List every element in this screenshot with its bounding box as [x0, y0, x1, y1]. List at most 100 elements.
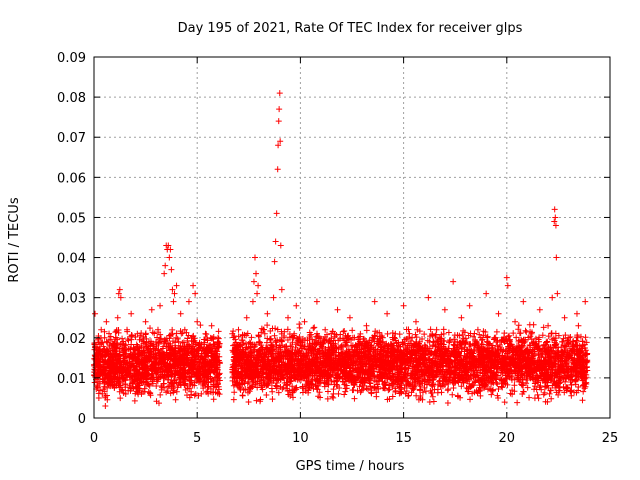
roti-point	[157, 391, 164, 398]
roti-point	[166, 367, 173, 374]
roti-point	[178, 357, 185, 364]
roti-point	[129, 332, 136, 339]
roti-point	[130, 362, 137, 369]
roti-point	[157, 359, 164, 366]
roti-point	[147, 325, 154, 332]
roti-point	[167, 350, 174, 357]
roti-point	[202, 350, 209, 357]
roti-point	[195, 368, 202, 375]
roti-point	[155, 360, 162, 367]
roti-point	[165, 373, 172, 380]
roti-point	[151, 367, 158, 374]
roti-point	[102, 352, 109, 359]
roti-point	[215, 357, 222, 364]
roti-point	[146, 356, 153, 363]
roti-point	[172, 363, 179, 370]
roti-point	[106, 356, 113, 363]
roti-point	[122, 380, 129, 387]
roti-point	[191, 353, 198, 360]
roti-point	[134, 384, 141, 391]
roti-point	[113, 344, 120, 351]
roti-point	[189, 350, 196, 357]
roti-point	[125, 387, 132, 394]
roti-point	[102, 393, 109, 400]
roti-point	[118, 370, 125, 377]
roti-point	[216, 391, 223, 398]
roti-point	[117, 395, 124, 402]
roti-point	[131, 346, 138, 353]
roti-point	[112, 334, 119, 341]
roti-point	[119, 335, 126, 342]
roti-point	[111, 347, 118, 354]
roti-point	[170, 351, 177, 358]
roti-point	[121, 357, 128, 364]
roti-point	[168, 331, 175, 338]
roti-point	[204, 337, 211, 344]
roti-point	[161, 361, 168, 368]
roti-point	[173, 388, 180, 395]
roti-point	[128, 333, 135, 340]
roti-point	[132, 390, 139, 397]
roti-point	[119, 387, 126, 394]
roti-point	[141, 388, 148, 395]
roti-point	[116, 374, 123, 381]
roti-point	[133, 341, 140, 348]
roti-point	[191, 382, 198, 389]
roti-point	[214, 381, 221, 388]
roti-point	[128, 385, 135, 392]
roti-point	[144, 347, 151, 354]
roti-point	[142, 381, 149, 388]
roti-point	[190, 332, 197, 339]
roti-point	[155, 400, 162, 407]
roti-point	[137, 359, 144, 366]
roti-point	[167, 379, 174, 386]
roti-point	[215, 335, 222, 342]
roti-point	[131, 372, 138, 379]
roti-point	[112, 369, 119, 376]
roti-point	[207, 341, 214, 348]
roti-point	[122, 391, 129, 398]
roti-point	[197, 376, 204, 383]
roti-point	[161, 384, 168, 391]
roti-point	[101, 380, 108, 387]
roti-point	[119, 345, 126, 352]
roti-point	[123, 367, 130, 374]
roti-point	[186, 394, 193, 401]
roti-point	[124, 336, 131, 343]
roti-point	[156, 336, 163, 343]
roti-point	[188, 345, 195, 352]
roti-point	[184, 385, 191, 392]
roti-point	[106, 365, 113, 372]
roti-point	[210, 368, 217, 375]
data-points	[91, 90, 591, 409]
roti-point	[149, 380, 156, 387]
roti-point	[196, 363, 203, 370]
roti-point	[153, 376, 160, 383]
roti-point	[209, 348, 216, 355]
roti-point	[135, 347, 142, 354]
roti-point	[167, 390, 174, 397]
roti-point	[126, 371, 133, 378]
roti-point	[136, 370, 143, 377]
roti-point	[186, 362, 193, 369]
roti-point	[107, 362, 114, 369]
roti-point	[206, 366, 213, 373]
roti-point	[114, 340, 121, 347]
roti-point	[103, 360, 110, 367]
roti-point	[107, 336, 114, 343]
roti-point	[210, 396, 217, 403]
roti-point	[136, 379, 143, 386]
roti-point	[151, 361, 158, 368]
roti-point	[180, 339, 187, 346]
roti-point	[162, 363, 169, 370]
roti-point	[199, 381, 206, 388]
roti-point	[95, 395, 102, 402]
roti-point	[167, 342, 174, 349]
roti-point	[120, 349, 127, 356]
roti-point	[169, 346, 176, 353]
roti-point	[113, 351, 120, 358]
roti-point	[139, 360, 146, 367]
roti-point	[171, 367, 178, 374]
roti-point	[102, 372, 109, 379]
